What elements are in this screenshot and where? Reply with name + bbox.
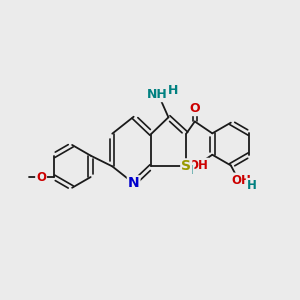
- Text: H: H: [247, 179, 256, 192]
- Text: OH: OH: [231, 173, 251, 187]
- Text: O: O: [36, 170, 46, 184]
- Text: OH: OH: [189, 159, 208, 172]
- Text: H: H: [184, 164, 194, 177]
- Text: H: H: [168, 84, 179, 97]
- Text: O: O: [190, 102, 200, 115]
- Text: S: S: [181, 159, 191, 173]
- Text: NH: NH: [147, 88, 167, 101]
- Text: N: N: [128, 176, 140, 190]
